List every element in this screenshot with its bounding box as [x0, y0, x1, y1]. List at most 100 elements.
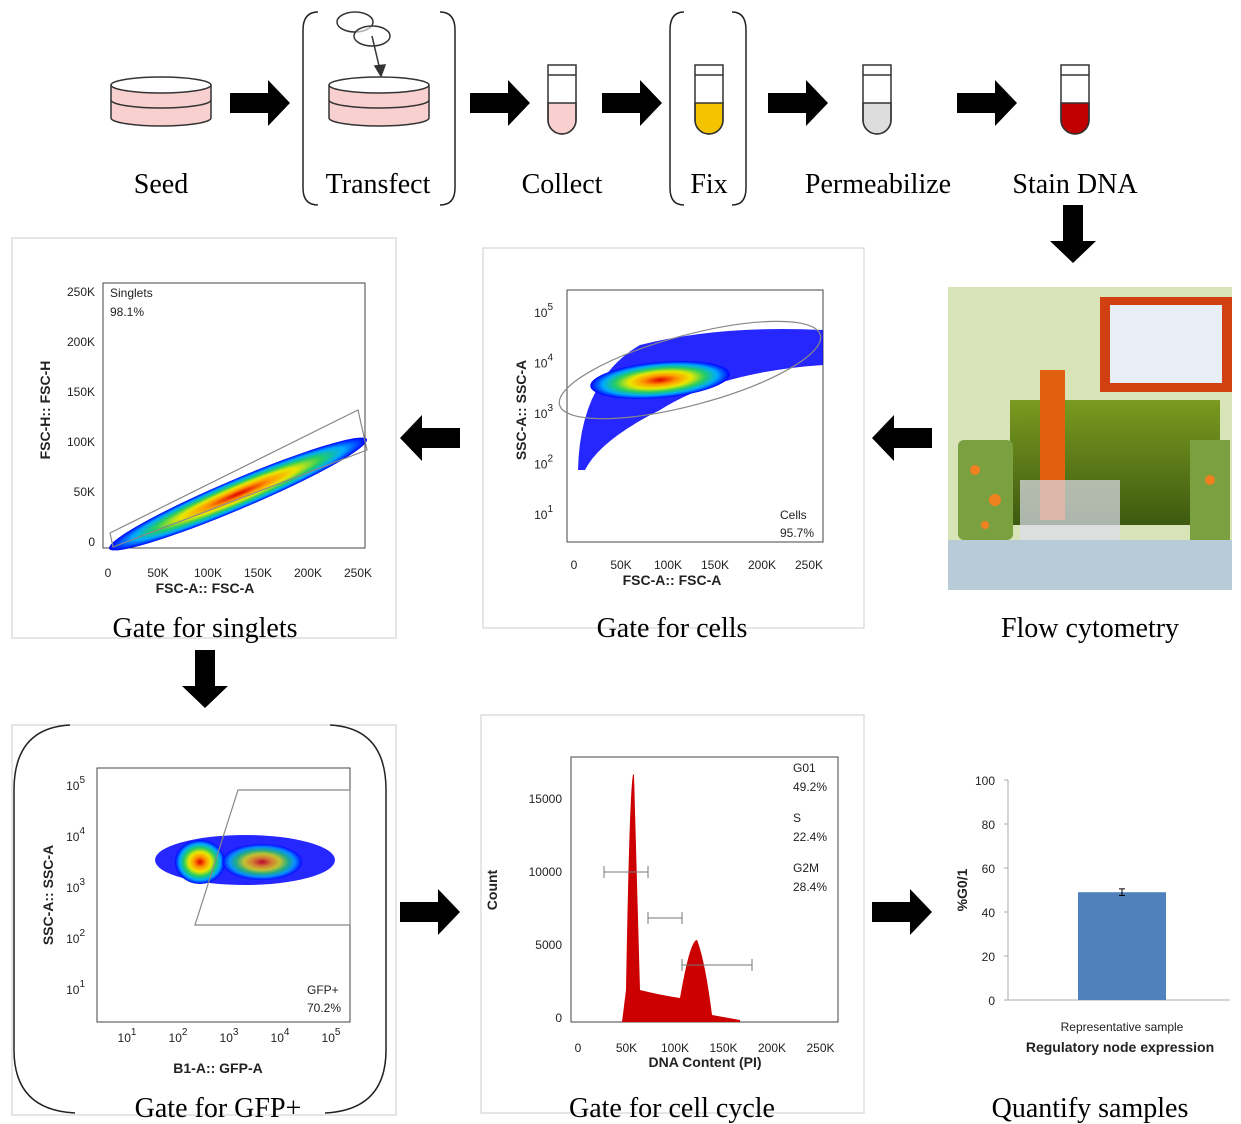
tick-label: 50K	[147, 566, 168, 580]
tick-exp: 1	[131, 1027, 137, 1038]
arrow	[400, 415, 460, 461]
tick-base: 10	[534, 508, 548, 522]
tick-base: 10	[534, 357, 548, 371]
axis-title: FSC-A:: FSC-A	[623, 572, 722, 588]
panel-label: Flow cytometry	[1001, 613, 1179, 644]
gate-name: S	[793, 811, 801, 825]
tick-label: 100K	[67, 435, 95, 449]
tick-base: 10	[271, 1031, 285, 1045]
gate-value: 95.7%	[780, 526, 814, 540]
tick-label: 250K	[67, 285, 95, 299]
arrow	[1050, 205, 1096, 263]
axis-title: Regulatory node expression	[1026, 1039, 1214, 1055]
tick-exp: 4	[547, 353, 553, 364]
tick-base: 10	[118, 1031, 132, 1045]
step-label: Stain DNA	[1012, 169, 1138, 200]
arrow	[768, 80, 828, 126]
tick-base: 10	[534, 407, 548, 421]
arrow	[470, 80, 530, 126]
tick-label: 5000	[535, 938, 562, 952]
arrow	[602, 80, 662, 126]
tick-label: 101	[118, 1027, 137, 1045]
gate-value: 22.4%	[793, 830, 827, 844]
tick-base: 10	[66, 983, 80, 997]
tick-exp: 3	[233, 1027, 239, 1038]
tick-exp: 2	[79, 928, 85, 939]
tick-exp: 1	[547, 504, 553, 515]
axis-title: Count	[484, 869, 500, 910]
tick-label: 200K	[758, 1041, 786, 1055]
tick-exp: 2	[182, 1027, 188, 1038]
gate-value: 70.2%	[307, 1001, 341, 1015]
tick-exp: 5	[79, 775, 85, 786]
tick-base: 10	[322, 1031, 336, 1045]
arrow	[872, 889, 932, 935]
tube-icon	[1061, 65, 1089, 134]
tick-label: 100K	[194, 566, 222, 580]
tick-label: 0	[571, 558, 578, 572]
gate-name: Singlets	[110, 286, 153, 300]
panel-label: Gate for cell cycle	[569, 1093, 775, 1124]
step-label: Seed	[134, 169, 188, 200]
tick-label: 100	[975, 774, 995, 788]
tick-label: 0	[988, 994, 995, 1008]
tick-base: 10	[66, 830, 80, 844]
tick-label: 105	[66, 775, 85, 793]
tick-label: 200K	[748, 558, 776, 572]
tick-label: 100K	[654, 558, 682, 572]
step-label: Collect	[522, 169, 603, 200]
tube-icon	[548, 65, 576, 134]
tick-label: 0	[105, 566, 112, 580]
tick-label: 104	[534, 353, 553, 371]
tick-label: 103	[66, 877, 85, 895]
tick-exp: 3	[547, 403, 553, 414]
tick-label: 250K	[344, 566, 372, 580]
tick-base: 10	[534, 306, 548, 320]
tick-exp: 4	[79, 826, 85, 837]
bar	[1078, 892, 1166, 1000]
tick-label: 250K	[806, 1041, 834, 1055]
tick-label: 105	[534, 302, 553, 320]
tick-exp: 5	[547, 302, 553, 313]
tick-base: 10	[66, 779, 80, 793]
gate-value: 49.2%	[793, 780, 827, 794]
tick-label: 104	[66, 826, 85, 844]
cells-plot	[551, 290, 830, 542]
tick-exp: 4	[284, 1027, 290, 1038]
arrow	[182, 650, 228, 708]
tube-icon	[695, 65, 723, 134]
gate-name: Cells	[780, 508, 807, 522]
tick-label: 50K	[74, 485, 95, 499]
axis-title: B1-A:: GFP-A	[173, 1060, 262, 1076]
gate-value: 28.4%	[793, 880, 827, 894]
arrow	[957, 80, 1017, 126]
tick-label: 105	[322, 1027, 341, 1045]
tick-label: 0	[555, 1011, 562, 1025]
tick-label: 103	[534, 403, 553, 421]
panel-label: Gate for GFP+	[135, 1093, 302, 1124]
tick-base: 10	[66, 932, 80, 946]
tick-label: 250K	[795, 558, 823, 572]
tick-label: 10000	[529, 865, 563, 879]
tick-label: 80	[982, 818, 996, 832]
tick-label: 150K	[701, 558, 729, 572]
tick-label: 150K	[67, 385, 95, 399]
tick-label: 102	[534, 454, 553, 472]
tick-label: 150K	[709, 1041, 737, 1055]
tube-icon	[863, 65, 891, 134]
tick-exp: 3	[79, 877, 85, 888]
workflow-diagram: SeedTransfectCollectFixPermeabilizeStain…	[0, 0, 1241, 1124]
cytometer-image	[948, 287, 1232, 590]
tick-exp: 5	[335, 1027, 341, 1038]
axis-title: %G0/1	[954, 868, 970, 911]
tick-base: 10	[534, 458, 548, 472]
tick-label: 50K	[616, 1041, 637, 1055]
tick-label: 100K	[661, 1041, 689, 1055]
axis-title: FSC-A:: FSC-A	[156, 580, 255, 596]
tick-label: 0	[88, 535, 95, 549]
tick-label: 104	[271, 1027, 290, 1045]
axis-title: DNA Content (PI)	[648, 1054, 761, 1070]
tick-label: 150K	[244, 566, 272, 580]
tick-label: 20	[982, 950, 996, 964]
arrow	[400, 889, 460, 935]
